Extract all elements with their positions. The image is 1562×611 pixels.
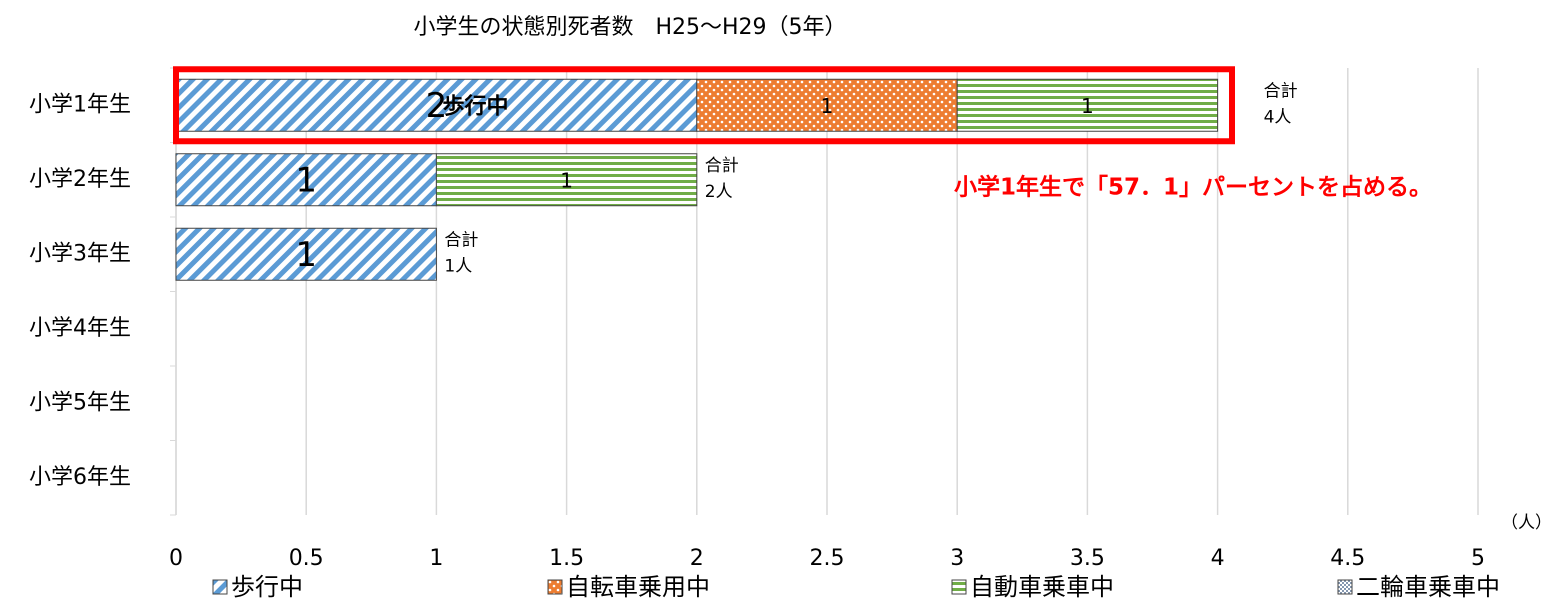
x-tick-label: 2.5 (810, 546, 845, 571)
y-tick-label: 小学3年生 (29, 241, 131, 266)
y-tick-label: 小学6年生 (29, 465, 131, 490)
x-tick-label: 4 (1211, 546, 1225, 571)
chart-title: 小学生の状態別死者数 H25～H29（5年） (413, 15, 846, 40)
y-tick-label: 小学5年生 (29, 390, 131, 415)
total-title: 合計 (705, 156, 739, 176)
annotation: 小学1年生で「57．1」パーセントを占める。 (954, 174, 1432, 201)
x-axis-unit: （人） (1501, 513, 1552, 533)
bar (175, 78, 698, 132)
total-label: 4人 (1264, 107, 1292, 127)
legend-label: 自転車乗用中 (566, 573, 710, 601)
legend-swatch (547, 579, 563, 595)
bar (435, 153, 698, 207)
data-label: 1 (295, 235, 317, 275)
data-label: 1 (295, 160, 317, 200)
bar-annotation: 歩行中 (442, 93, 508, 119)
data-label: 1 (1081, 94, 1094, 118)
bar (696, 78, 958, 132)
x-tick-label: 0.5 (289, 546, 324, 571)
legend-swatch (951, 579, 967, 595)
bar (956, 78, 1219, 132)
bar (175, 153, 437, 207)
total-title: 合計 (1264, 81, 1298, 101)
y-tick-label: 小学4年生 (29, 316, 131, 341)
legend-label: 二輪車乗車中 (1356, 573, 1500, 601)
legend-swatch (1337, 579, 1353, 595)
y-tick-label: 小学2年生 (29, 167, 131, 192)
y-tick-label: 小学1年生 (29, 92, 131, 117)
x-tick-label: 0 (169, 546, 183, 571)
data-label: 2 (426, 86, 448, 126)
legend-swatch (212, 579, 228, 595)
x-tick-label: 1 (429, 546, 443, 571)
x-tick-label: 2 (690, 546, 704, 571)
legend-label: 自動車乗車中 (970, 573, 1114, 601)
highlight-box (173, 66, 1235, 145)
data-label: 1 (560, 168, 573, 192)
data-label: 1 (821, 94, 834, 118)
bar (175, 227, 437, 281)
x-tick-label: 4.5 (1330, 546, 1365, 571)
legend-label: 歩行中 (231, 573, 303, 601)
x-tick-label: 3.5 (1070, 546, 1105, 571)
total-title: 合計 (444, 230, 478, 250)
x-tick-label: 1.5 (549, 546, 584, 571)
total-label: 2人 (705, 182, 733, 202)
x-tick-label: 3 (950, 546, 964, 571)
total-label: 1人 (444, 256, 472, 276)
x-tick-label: 5 (1471, 546, 1485, 571)
